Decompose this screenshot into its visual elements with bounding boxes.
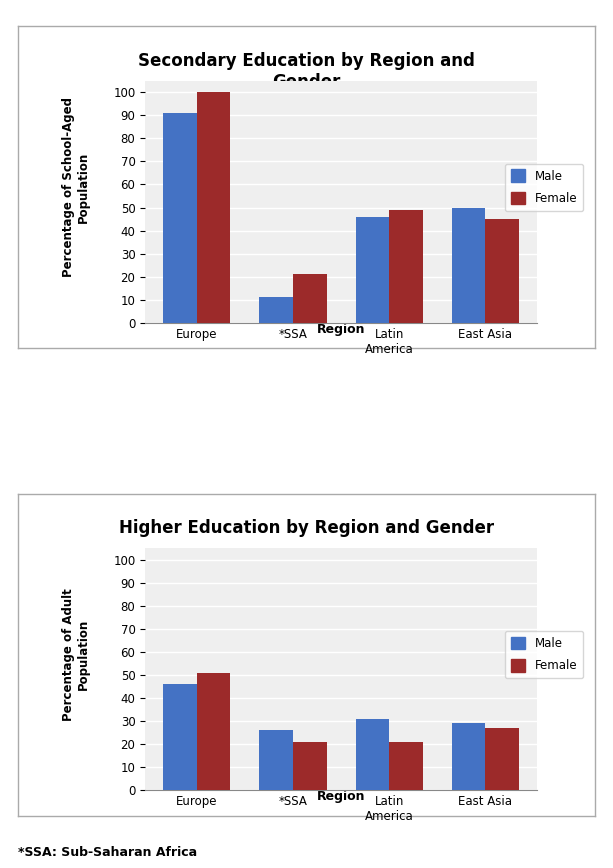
Text: *SSA: Sub-Saharan Africa: *SSA: Sub-Saharan Africa (18, 846, 197, 859)
Legend: Male, Female: Male, Female (505, 163, 583, 211)
Text: Higher Education by Region and Gender: Higher Education by Region and Gender (119, 519, 494, 537)
Text: Region: Region (317, 790, 365, 803)
Text: Percentage of Adult
Population: Percentage of Adult Population (62, 589, 90, 721)
Text: Region: Region (317, 323, 365, 336)
Text: Secondary Education by Region and
Gender: Secondary Education by Region and Gender (138, 52, 475, 90)
Legend: Male, Female: Male, Female (505, 631, 583, 679)
Text: Percentage of School-Aged
Population: Percentage of School-Aged Population (62, 97, 90, 277)
